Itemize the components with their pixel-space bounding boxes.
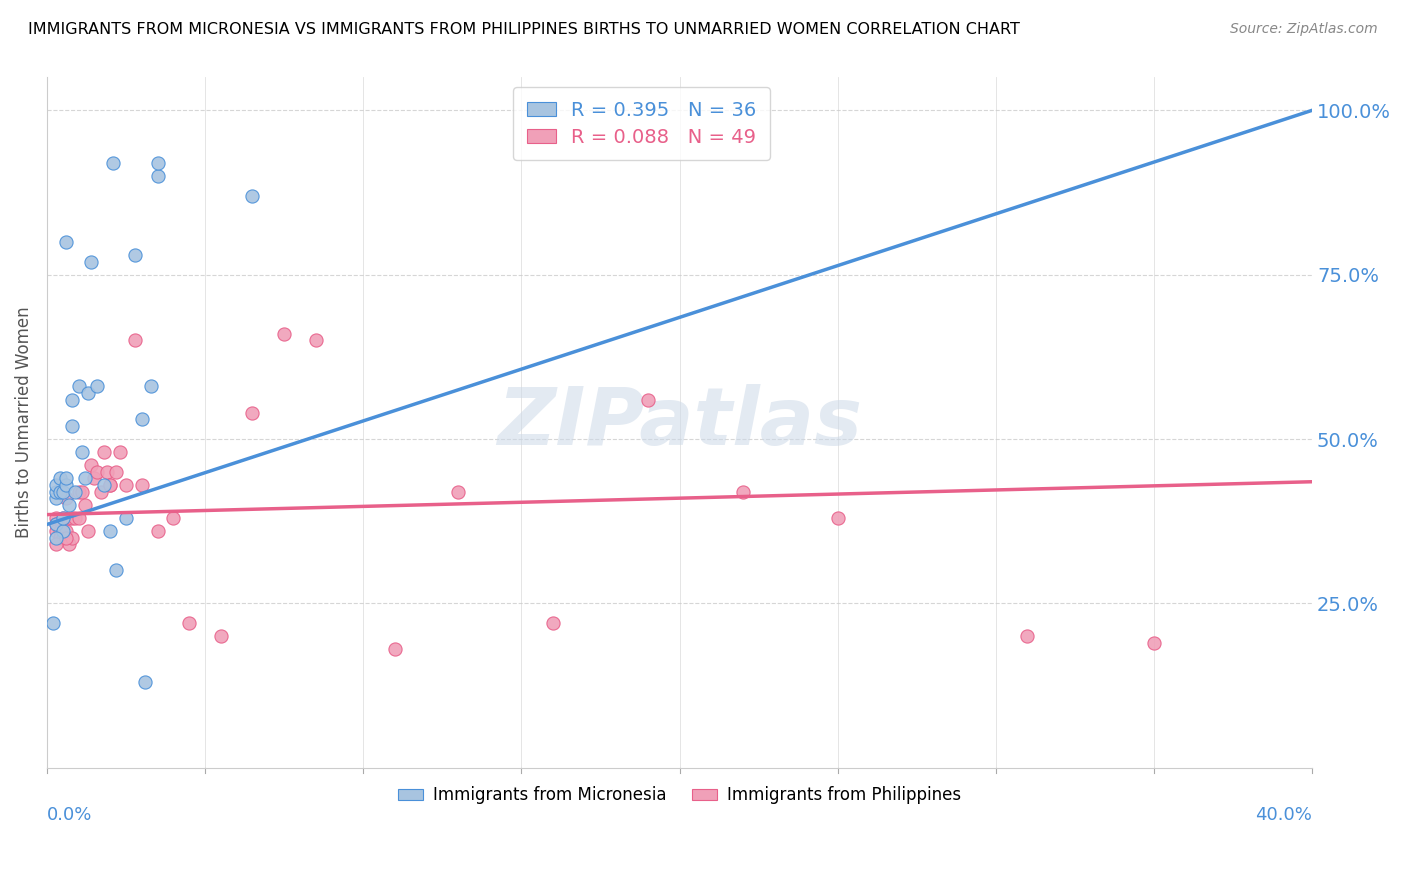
- Point: [73, 471, 96, 485]
- Point: [52, 524, 75, 538]
- Point: [98, 524, 121, 538]
- Point: [42, 616, 65, 631]
- Point: [209, 629, 232, 643]
- Point: [45, 511, 67, 525]
- Text: 40.0%: 40.0%: [1256, 805, 1312, 823]
- Text: 0.0%: 0.0%: [46, 805, 93, 823]
- Point: [45, 537, 67, 551]
- Point: [98, 478, 121, 492]
- Point: [134, 675, 156, 690]
- Point: [45, 517, 67, 532]
- Point: [52, 511, 75, 525]
- Point: [45, 484, 67, 499]
- Point: [146, 156, 169, 170]
- Point: [70, 484, 93, 499]
- Point: [48, 531, 70, 545]
- Point: [105, 465, 128, 479]
- Point: [58, 511, 80, 525]
- Point: [93, 445, 115, 459]
- Point: [384, 642, 406, 657]
- Point: [58, 537, 80, 551]
- Point: [60, 418, 83, 433]
- Point: [55, 524, 77, 538]
- Text: ZIPatlas: ZIPatlas: [496, 384, 862, 461]
- Point: [115, 511, 138, 525]
- Text: IMMIGRANTS FROM MICRONESIA VS IMMIGRANTS FROM PHILIPPINES BIRTHS TO UNMARRIED WO: IMMIGRANTS FROM MICRONESIA VS IMMIGRANTS…: [28, 22, 1019, 37]
- Point: [447, 484, 470, 499]
- Point: [131, 412, 153, 426]
- Point: [48, 484, 70, 499]
- Point: [60, 392, 83, 407]
- Point: [83, 471, 105, 485]
- Point: [60, 511, 83, 525]
- Point: [105, 564, 128, 578]
- Point: [55, 491, 77, 505]
- Point: [65, 511, 87, 525]
- Point: [731, 484, 754, 499]
- Point: [1143, 636, 1166, 650]
- Point: [52, 484, 75, 499]
- Point: [273, 326, 295, 341]
- Point: [67, 484, 90, 499]
- Point: [90, 484, 112, 499]
- Point: [70, 445, 93, 459]
- Point: [162, 511, 184, 525]
- Point: [67, 511, 90, 525]
- Point: [55, 478, 77, 492]
- Point: [55, 235, 77, 249]
- Point: [52, 511, 75, 525]
- Point: [1017, 629, 1039, 643]
- Point: [115, 478, 138, 492]
- Point: [48, 524, 70, 538]
- Point: [77, 386, 100, 401]
- Point: [827, 511, 849, 525]
- Point: [96, 465, 118, 479]
- Point: [98, 478, 121, 492]
- Point: [146, 169, 169, 183]
- Point: [124, 248, 146, 262]
- Point: [242, 406, 264, 420]
- Point: [108, 445, 131, 459]
- Point: [55, 531, 77, 545]
- Point: [48, 471, 70, 485]
- Point: [103, 156, 125, 170]
- Point: [541, 616, 564, 631]
- Point: [86, 465, 108, 479]
- Point: [45, 478, 67, 492]
- Point: [45, 517, 67, 532]
- Point: [305, 334, 328, 348]
- Point: [52, 531, 75, 545]
- Point: [86, 379, 108, 393]
- Point: [67, 379, 90, 393]
- Point: [637, 392, 659, 407]
- Point: [45, 491, 67, 505]
- Point: [80, 458, 103, 473]
- Point: [131, 478, 153, 492]
- Point: [124, 334, 146, 348]
- Point: [55, 471, 77, 485]
- Point: [73, 498, 96, 512]
- Point: [77, 524, 100, 538]
- Y-axis label: Births to Unmarried Women: Births to Unmarried Women: [15, 307, 32, 539]
- Point: [60, 531, 83, 545]
- Point: [179, 616, 201, 631]
- Point: [65, 484, 87, 499]
- Point: [242, 188, 264, 202]
- Point: [80, 254, 103, 268]
- Point: [45, 524, 67, 538]
- Legend: Immigrants from Micronesia, Immigrants from Philippines: Immigrants from Micronesia, Immigrants f…: [391, 780, 967, 811]
- Point: [93, 478, 115, 492]
- Point: [146, 524, 169, 538]
- Point: [58, 498, 80, 512]
- Text: Source: ZipAtlas.com: Source: ZipAtlas.com: [1230, 22, 1378, 37]
- Point: [45, 531, 67, 545]
- Point: [141, 379, 163, 393]
